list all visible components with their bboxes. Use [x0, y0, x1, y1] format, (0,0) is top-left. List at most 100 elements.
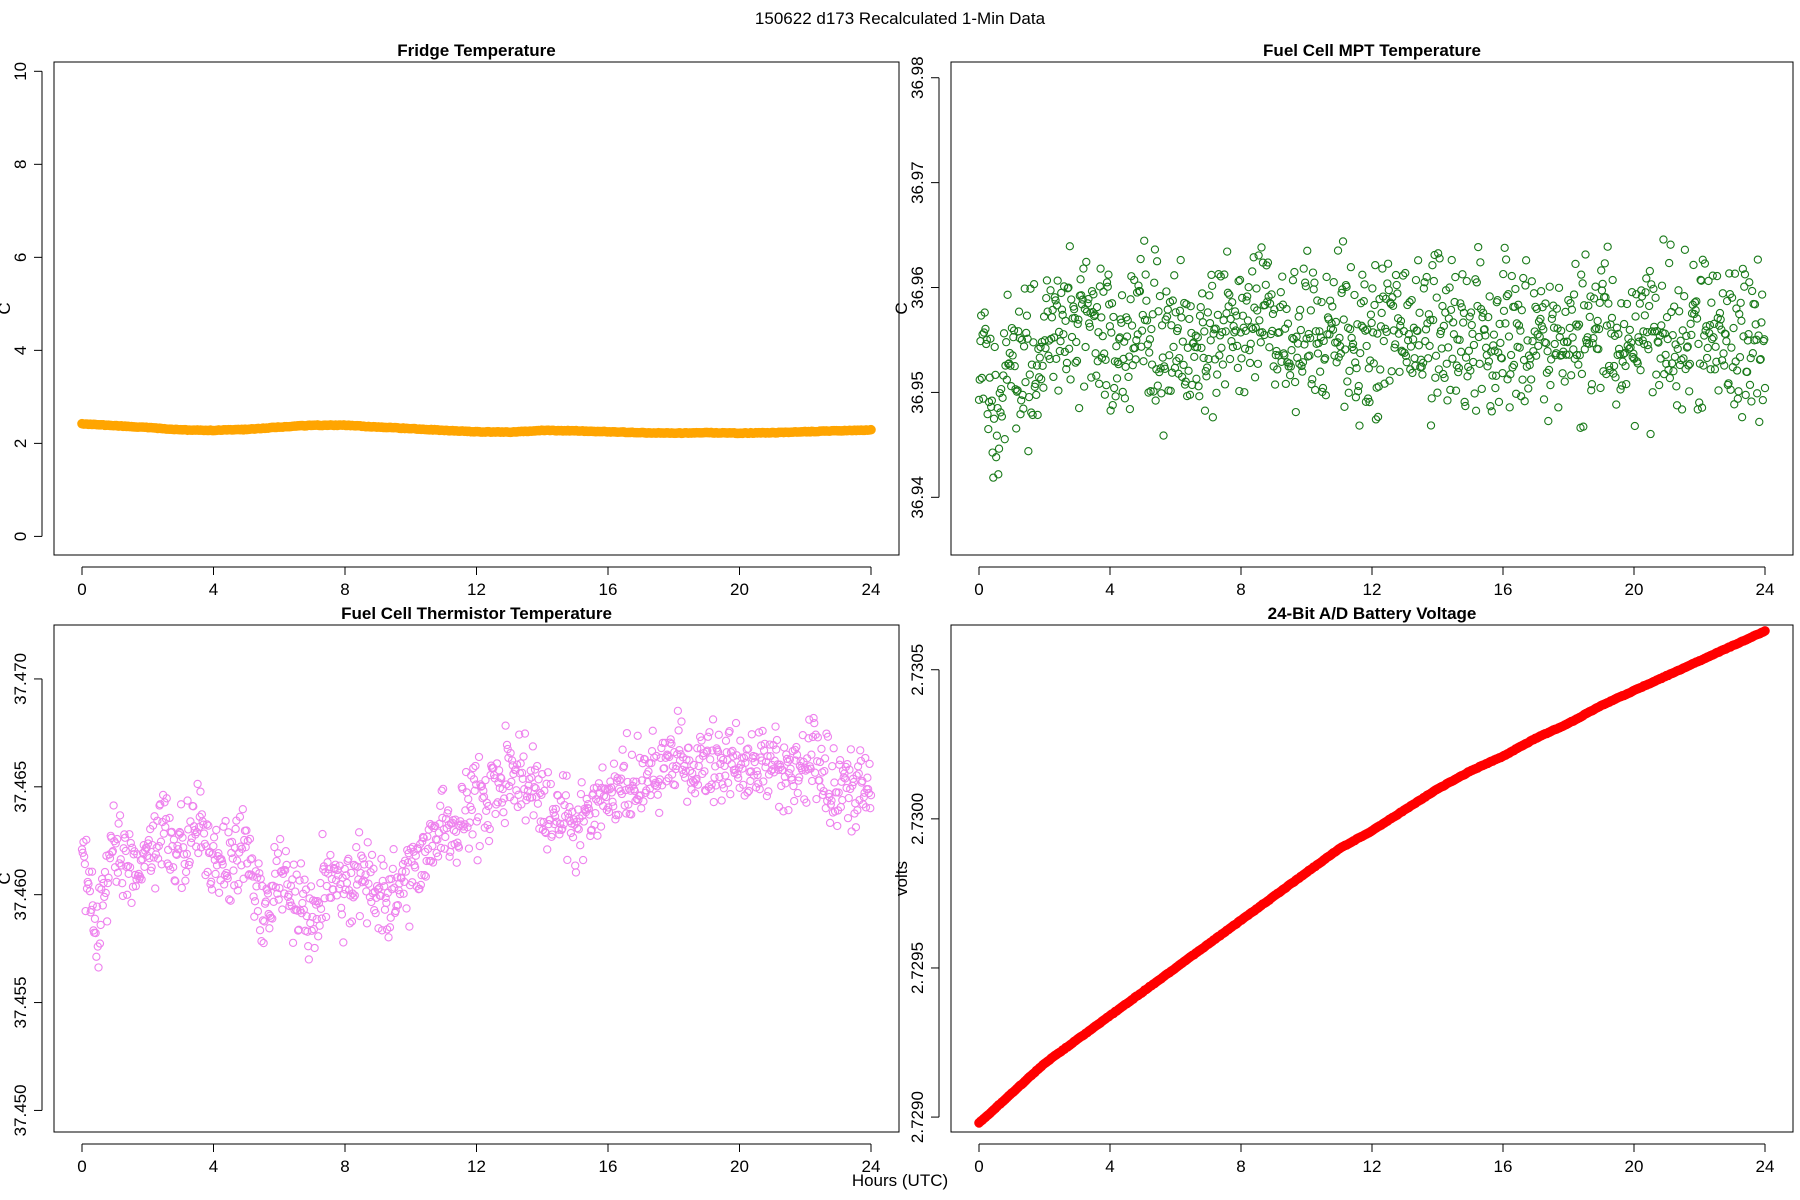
data-point	[710, 773, 719, 782]
data-point	[1110, 383, 1119, 393]
data-point	[533, 799, 543, 808]
data-point	[1102, 380, 1111, 390]
data-point	[1270, 380, 1280, 389]
data-point	[1145, 335, 1155, 344]
data-point	[1622, 379, 1631, 389]
data-point	[1428, 261, 1437, 270]
data-point	[243, 836, 252, 846]
data-point	[723, 778, 733, 788]
data-point	[300, 875, 309, 884]
data-point	[1258, 328, 1267, 337]
data-point	[1572, 320, 1581, 329]
data-point	[543, 768, 553, 777]
data-point	[812, 794, 821, 804]
data-point	[1365, 397, 1374, 407]
data-point	[85, 887, 95, 896]
data-point	[674, 726, 683, 735]
data-point	[1020, 284, 1029, 293]
data-point	[1702, 353, 1712, 363]
data-point	[1119, 354, 1128, 364]
data-point	[1481, 343, 1491, 352]
data-point	[1757, 318, 1766, 327]
data-point	[154, 841, 163, 851]
data-point	[209, 833, 219, 842]
data-point	[863, 773, 872, 782]
data-point	[148, 840, 157, 850]
data-point	[1221, 327, 1230, 336]
data-point	[1345, 366, 1354, 376]
data-point	[1439, 321, 1449, 331]
data-point	[108, 848, 117, 857]
data-point	[494, 778, 503, 787]
data-point	[1461, 353, 1471, 362]
data-point	[1332, 358, 1341, 367]
data-point	[358, 854, 367, 863]
data-point	[1644, 301, 1654, 311]
data-point	[423, 844, 433, 854]
data-point	[1604, 361, 1614, 371]
x-axis: 0 4 8 12 16 20 24	[974, 1143, 1774, 1176]
data-point	[1012, 424, 1021, 433]
data-point	[593, 831, 602, 840]
data-point	[650, 753, 659, 762]
data-point	[1567, 305, 1577, 314]
data-point	[312, 914, 321, 924]
data-point	[1670, 352, 1680, 361]
data-point	[1013, 386, 1022, 395]
data-point	[1208, 281, 1217, 290]
data-point	[1437, 344, 1446, 353]
data-point	[1669, 367, 1678, 376]
data-point	[1271, 350, 1280, 360]
data-point	[103, 878, 112, 888]
data-point	[281, 866, 290, 875]
data-point	[1029, 279, 1039, 289]
data-point	[1394, 329, 1403, 338]
data-point	[620, 801, 629, 810]
data-point	[481, 775, 490, 785]
data-point	[751, 752, 760, 761]
data-point	[1476, 258, 1485, 267]
data-point	[1481, 331, 1490, 340]
data-point	[535, 788, 545, 798]
data-point	[428, 858, 438, 867]
data-point	[1355, 421, 1364, 430]
data-point	[1646, 429, 1655, 439]
data-point	[1480, 325, 1489, 334]
data-point	[1247, 323, 1256, 332]
data-point	[512, 786, 521, 795]
data-point	[847, 827, 856, 836]
data-point	[1303, 352, 1313, 361]
x-tick-label: 16	[1494, 1157, 1513, 1176]
data-point	[1360, 280, 1369, 289]
data-point	[202, 820, 212, 829]
data-point	[408, 842, 418, 851]
data-point	[1489, 330, 1499, 339]
data-point	[1760, 383, 1770, 393]
data-point	[1342, 282, 1351, 291]
data-point	[230, 881, 239, 890]
data-point	[1126, 295, 1135, 304]
data-point	[114, 819, 123, 828]
x-tick-label: 4	[1105, 1157, 1114, 1176]
data-point	[1103, 282, 1112, 291]
data-point	[1620, 348, 1629, 358]
data-point	[1439, 369, 1448, 379]
data-point	[359, 860, 369, 869]
data-point	[764, 787, 773, 796]
data-point	[1371, 260, 1380, 270]
data-point	[1049, 372, 1058, 382]
data-point	[393, 901, 403, 910]
data-point	[1293, 353, 1302, 362]
data-point	[1443, 396, 1452, 405]
data-point	[436, 843, 446, 853]
data-point	[729, 752, 738, 761]
data-point	[1368, 328, 1378, 337]
data-point	[520, 729, 530, 738]
data-point	[1112, 374, 1122, 383]
data-point	[1587, 379, 1597, 389]
data-point	[291, 905, 301, 914]
data-point	[1420, 278, 1429, 287]
data-point	[1023, 334, 1032, 343]
data-point	[987, 402, 996, 412]
data-point	[1424, 310, 1434, 319]
